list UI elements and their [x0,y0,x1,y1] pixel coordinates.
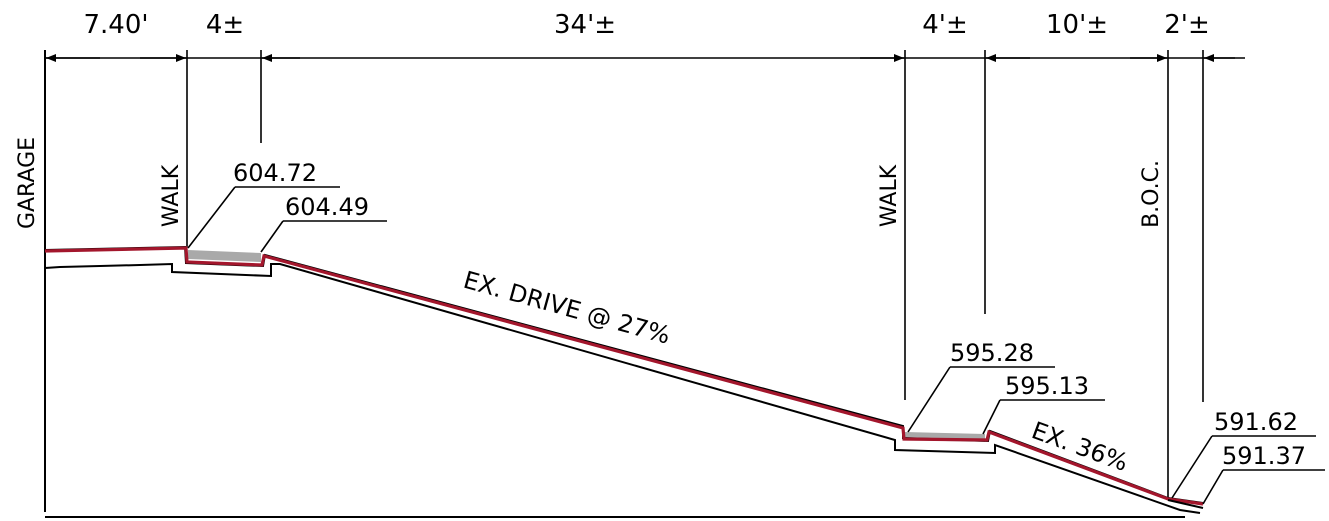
lower-walk-label: WALK [877,164,902,227]
ground-profile [44,262,1201,518]
dimension-boc-offset: 2'± [1164,10,1209,40]
dimension-upper-walk: 4± [206,10,244,40]
existing-slope-label: EX. 36% [1028,416,1132,477]
elevation-curb-top: 591.62 [1214,408,1298,436]
elevation-lower-walk-bottom: 595.13 [1005,372,1089,400]
surface-line [44,246,1204,506]
dimension-lower-walk: 4'± [922,10,967,40]
upper-walk-slab [188,250,261,262]
leader-line [1202,469,1224,505]
dimension-walk-to-boc: 10'± [1046,10,1108,40]
elevation-lower-walk-top: 595.28 [950,339,1034,367]
leader-line [260,220,284,253]
dimension-garage-to-walk: 7.40' [83,10,148,40]
dimension-string: 7.40' 4± 34'± 4'± 10'± 2'± [44,10,1245,512]
elevation-upper-walk-bottom: 604.49 [285,193,369,221]
upper-walk-label: WALK [159,164,184,227]
curb-gutter [1167,499,1204,509]
dimension-drive: 34'± [554,10,616,40]
leader-line [907,366,951,433]
side-labels: GARAGE WALK WALK B.O.C. [15,137,1164,229]
leader-line [982,399,1001,435]
ground-line [44,262,1201,514]
elevation-upper-walk-top: 604.72 [233,159,317,187]
elevation-callouts: 604.72 604.49 595.28 595.13 591.62 591.3… [187,159,1325,505]
elevation-curb-bottom: 591.37 [1222,442,1306,470]
surface-profile [44,245,1204,509]
garage-label: GARAGE [15,137,40,229]
leader-line [1171,435,1213,499]
leader-line [187,186,236,249]
boc-label: B.O.C. [1139,160,1164,228]
